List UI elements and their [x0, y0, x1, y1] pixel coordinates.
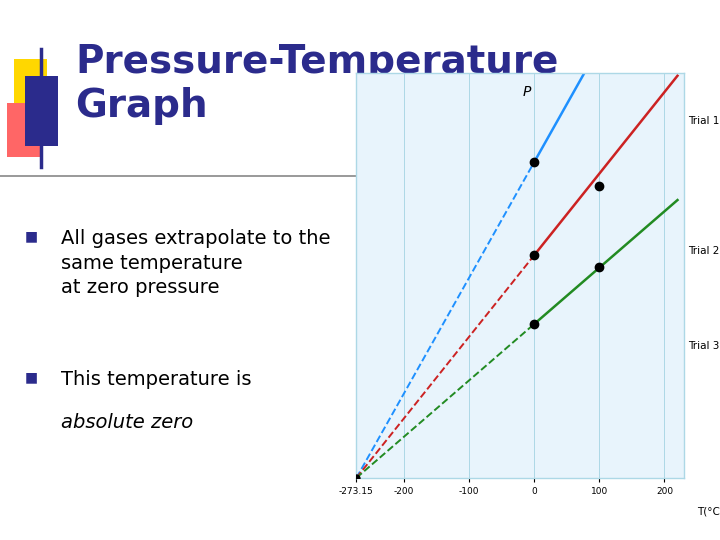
Bar — [25, 76, 58, 146]
Bar — [14, 59, 47, 113]
Text: Pressure-Temperature
Graph: Pressure-Temperature Graph — [76, 43, 559, 125]
Text: This temperature is: This temperature is — [61, 370, 252, 389]
Text: absolute zero: absolute zero — [61, 413, 194, 432]
Text: All gases extrapolate to the
same temperature
at zero pressure: All gases extrapolate to the same temper… — [61, 230, 330, 297]
Text: P: P — [523, 85, 531, 99]
Text: T(°C): T(°C) — [697, 507, 720, 516]
Text: ■: ■ — [25, 370, 38, 384]
Text: Trial 2: Trial 2 — [688, 246, 719, 256]
Text: Trial 3: Trial 3 — [688, 341, 719, 350]
Bar — [7, 103, 40, 157]
Text: Trial 1: Trial 1 — [688, 117, 719, 126]
Text: ■: ■ — [25, 230, 38, 244]
